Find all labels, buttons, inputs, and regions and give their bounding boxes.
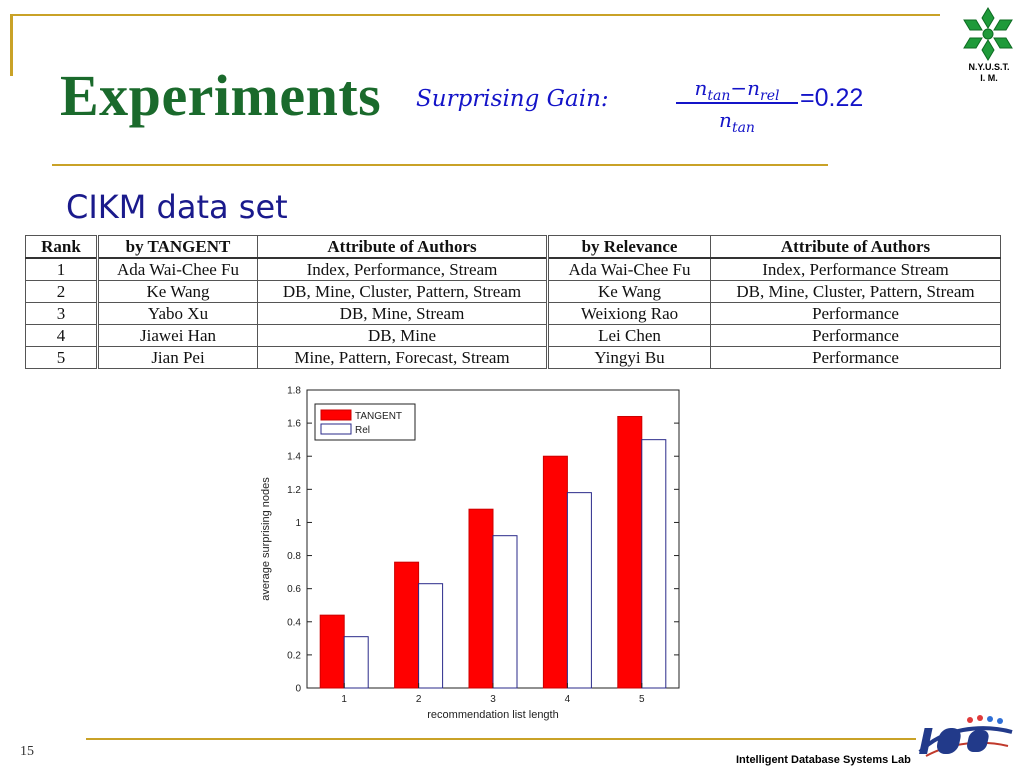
y-tick-label: 1.4	[287, 452, 301, 463]
relevance-author-cell: Ke Wang	[547, 280, 711, 303]
bar-tangent-3	[468, 508, 494, 689]
tangent-attribute-cell: Mine, Pattern, Forecast, Stream	[257, 346, 549, 369]
header-by-tangent: by TANGENT	[97, 235, 258, 259]
table-row: 3 Yabo Xu DB, Mine, Stream Weixiong Rao …	[25, 302, 1001, 325]
footer-lab-name: Intelligent Database Systems Lab	[736, 754, 911, 766]
table-header-row: Rank by TANGENT Attribute of Authors by …	[25, 235, 1001, 259]
author-attribute-table: Rank by TANGENT Attribute of Authors by …	[25, 235, 1001, 369]
table-row: 4 Jiawei Han DB, Mine Lei Chen Performan…	[25, 324, 1001, 347]
logo-caption: N.Y.U.S.T. I. M.	[946, 62, 1024, 84]
surprising-nodes-bar-chart: 0 0.2 0.4 0.6 0.8 1 1.2 1.4 1.6 1.8 1 2 3 4 5 TANGENT Re…	[260, 386, 680, 721]
rank-cell: 3	[25, 302, 99, 325]
bar-tangent-4	[542, 455, 568, 689]
relevance-attribute-cell: Performance	[710, 324, 1001, 347]
legend-swatch-rel	[320, 423, 352, 435]
formula-fraction: ntan−nrel ntan	[674, 76, 800, 136]
tangent-author-cell: Jiawei Han	[97, 324, 258, 347]
slide-subtitle: CIKM data set	[66, 188, 288, 226]
bar-tangent-5	[617, 415, 643, 689]
rank-cell: 5	[25, 346, 99, 369]
x-tick-label: 4	[565, 694, 571, 705]
relevance-attribute-cell: Performance	[710, 346, 1001, 369]
formula-label: Surprising Gain:	[416, 86, 609, 112]
bar-rel-5	[641, 439, 667, 689]
relevance-attribute-cell: Index, Performance Stream	[710, 257, 1001, 281]
y-tick-label: 0.8	[287, 551, 301, 562]
legend-swatch-tangent	[320, 409, 352, 421]
bar-rel-3	[492, 535, 518, 689]
relevance-author-cell: Weixiong Rao	[547, 302, 711, 325]
left-accent-rule	[10, 14, 13, 76]
logo-caption-line2: I. M.	[980, 73, 998, 83]
y-tick-label: 1.8	[287, 386, 301, 397]
legend-label-rel: Rel	[355, 425, 370, 436]
relevance-author-cell: Yingyi Bu	[547, 346, 711, 369]
header-attribute-tangent: Attribute of Authors	[257, 235, 549, 259]
y-tick-label: 1	[295, 518, 301, 529]
bar-tangent-2	[394, 561, 420, 689]
relevance-attribute-cell: DB, Mine, Cluster, Pattern, Stream	[710, 280, 1001, 303]
x-tick-label: 1	[341, 694, 347, 705]
rank-cell: 1	[25, 257, 99, 281]
header-rank: Rank	[25, 235, 99, 259]
y-tick-label: 1.2	[287, 485, 301, 496]
footer-rule	[86, 738, 916, 740]
tangent-author-cell: Ke Wang	[97, 280, 258, 303]
x-tick-label: 3	[490, 694, 496, 705]
table-row: 1 Ada Wai-Chee Fu Index, Performance, St…	[25, 257, 1001, 281]
slide-title: Experiments	[60, 63, 382, 128]
fraction-bar	[676, 102, 798, 104]
ids-lab-logo-icon	[918, 715, 1013, 757]
page-number: 15	[20, 744, 34, 759]
relevance-author-cell: Lei Chen	[547, 324, 711, 347]
snowflake-emblem-icon	[963, 7, 1013, 61]
relevance-attribute-cell: Performance	[710, 302, 1001, 325]
bar-tangent-1	[319, 614, 345, 689]
y-tick-label: 1.6	[287, 419, 301, 430]
tangent-attribute-cell: DB, Mine, Stream	[257, 302, 549, 325]
y-tick-label: 0.2	[287, 650, 301, 661]
tangent-author-cell: Jian Pei	[97, 346, 258, 369]
x-axis-label: recommendation list length	[427, 709, 558, 721]
formula-numerator: ntan−nrel	[694, 76, 780, 104]
bar-rel-2	[418, 583, 444, 689]
y-tick-label: 0.4	[287, 617, 301, 628]
formula-value: =0.22	[800, 84, 864, 112]
y-axis-label: average surprising nodes	[260, 477, 272, 601]
formula-denominator: ntan	[719, 108, 755, 136]
tangent-attribute-cell: DB, Mine, Cluster, Pattern, Stream	[257, 280, 549, 303]
bar-rel-1	[343, 636, 369, 689]
logo-caption-line1: N.Y.U.S.T.	[968, 62, 1010, 72]
legend-label-tangent: TANGENT	[355, 411, 402, 422]
y-tick-label: 0	[295, 684, 301, 695]
relevance-author-cell: Ada Wai-Chee Fu	[547, 257, 711, 281]
top-accent-rule	[10, 14, 940, 16]
tangent-attribute-cell: DB, Mine	[257, 324, 549, 347]
title-underline-rule	[52, 164, 828, 166]
y-tick-label: 0.6	[287, 584, 301, 595]
header-attribute-relevance: Attribute of Authors	[710, 235, 1001, 259]
bar-rel-4	[566, 492, 592, 689]
x-tick-label: 5	[639, 694, 645, 705]
table-row: 2 Ke Wang DB, Mine, Cluster, Pattern, St…	[25, 280, 1001, 303]
tangent-author-cell: Yabo Xu	[97, 302, 258, 325]
x-tick-label: 2	[416, 694, 422, 705]
tangent-attribute-cell: Index, Performance, Stream	[257, 257, 549, 281]
header-by-relevance: by Relevance	[547, 235, 711, 259]
tangent-author-cell: Ada Wai-Chee Fu	[97, 257, 258, 281]
table-row: 5 Jian Pei Mine, Pattern, Forecast, Stre…	[25, 346, 1001, 369]
rank-cell: 4	[25, 324, 99, 347]
rank-cell: 2	[25, 280, 99, 303]
